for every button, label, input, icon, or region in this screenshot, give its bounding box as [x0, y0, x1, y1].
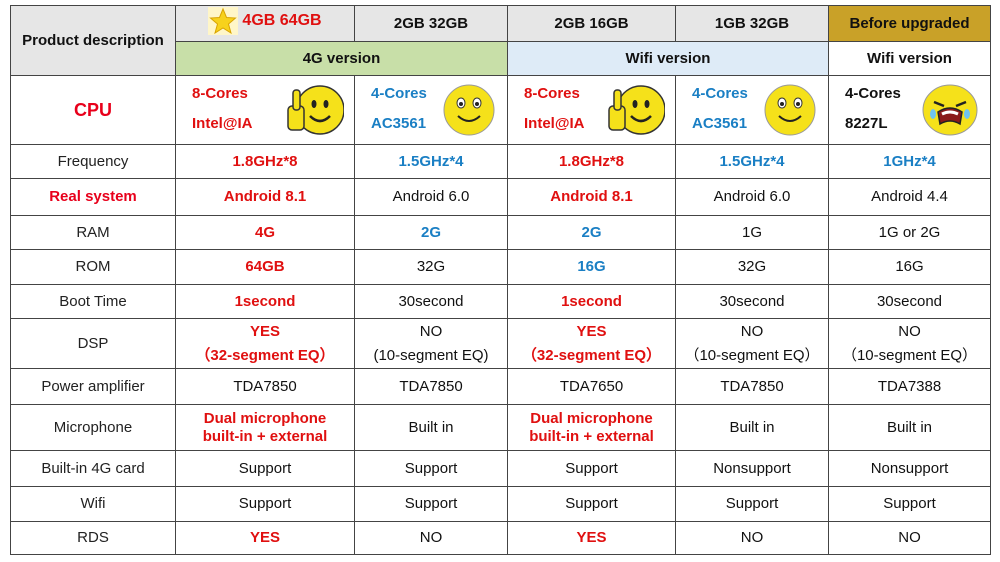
cell: Built in — [354, 404, 508, 451]
cell: Android 6.0 — [354, 178, 508, 216]
cell: 1.8GHz*8 — [175, 144, 355, 179]
cpu-model: AC3561 — [371, 115, 427, 132]
dsp-cell: YES （32-segment EQ） — [507, 318, 676, 369]
dsp-cell: NO （10-segment EQ） — [828, 318, 991, 369]
row-label-rom: ROM — [10, 249, 176, 285]
cell: 30second — [354, 284, 508, 319]
cell: Support — [675, 486, 829, 522]
cell: 1G — [675, 215, 829, 250]
cell: 32G — [354, 249, 508, 285]
smiley-icon — [764, 84, 816, 136]
cell: Support — [507, 486, 676, 522]
config-header-1gb-32gb: 1GB 32GB — [675, 5, 829, 42]
config-header-before-upgraded: Before upgraded — [828, 5, 991, 42]
row-label-real-system: Real system — [10, 178, 176, 216]
cell: Nonsupport — [828, 450, 991, 487]
row-label-microphone: Microphone — [10, 404, 176, 451]
comparison-table: Product description 4GB 64GB 2GB 32GB 2G… — [10, 5, 991, 555]
cell: TDA7650 — [507, 368, 676, 405]
cell: Built in — [675, 404, 829, 451]
cell: NO — [828, 521, 991, 555]
cell: TDA7388 — [828, 368, 991, 405]
cell: 4G — [175, 215, 355, 250]
mic-cell: Dual microphone built-in + external — [175, 404, 355, 451]
row-label-cpu: CPU — [10, 75, 176, 145]
cpu-cell-3: 8-Cores Intel@IA — [507, 75, 676, 145]
cell: NO — [675, 521, 829, 555]
thumbs-up-smiley-icon — [287, 85, 344, 135]
cell: 2G — [354, 215, 508, 250]
row-label-dsp: DSP — [10, 318, 176, 369]
crying-face-icon — [922, 84, 978, 136]
config-header-4gb-64gb: 4GB 64GB — [175, 5, 355, 42]
cell: Android 8.1 — [175, 178, 355, 216]
cell: 1GHz*4 — [828, 144, 991, 179]
cell: 30second — [828, 284, 991, 319]
cpu-cell-4: 4-Cores AC3561 — [675, 75, 829, 145]
cell: Android 6.0 — [675, 178, 829, 216]
version-wifi-old: Wifi version — [828, 41, 991, 76]
cell: 2G — [507, 215, 676, 250]
cell: 64GB — [175, 249, 355, 285]
row-label-wifi: Wifi — [10, 486, 176, 522]
cell: 1.5GHz*4 — [675, 144, 829, 179]
cell: YES — [175, 521, 355, 555]
dsp-cell: NO (10-segment EQ) — [354, 318, 508, 369]
thumbs-up-smiley-icon — [608, 85, 665, 135]
cpu-cores: 8-Cores — [192, 85, 248, 102]
cell: Support — [354, 486, 508, 522]
cell: 30second — [675, 284, 829, 319]
row-label-boot-time: Boot Time — [10, 284, 176, 319]
cell: Android 4.4 — [828, 178, 991, 216]
cell: TDA7850 — [175, 368, 355, 405]
cell: YES — [507, 521, 676, 555]
cpu-cores: 4-Cores — [845, 85, 901, 102]
cell: Nonsupport — [675, 450, 829, 487]
row-label-power-amplifier: Power amplifier — [10, 368, 176, 405]
row-label-4g-card: Built-in 4G card — [10, 450, 176, 487]
dsp-cell: NO （10-segment EQ） — [675, 318, 829, 369]
row-label-frequency: Frequency — [10, 144, 176, 179]
cell: Support — [175, 486, 355, 522]
cpu-model: AC3561 — [692, 115, 748, 132]
cell: Android 8.1 — [507, 178, 676, 216]
smiley-icon — [443, 84, 495, 136]
row-label-rds: RDS — [10, 521, 176, 555]
config-label: 4GB 64GB — [242, 12, 322, 29]
cpu-model: Intel@IA — [192, 115, 253, 132]
cell: Built in — [828, 404, 991, 451]
cell: 1.8GHz*8 — [507, 144, 676, 179]
cell: Support — [828, 486, 991, 522]
cpu-model: 8227L — [845, 115, 888, 132]
cpu-cores: 8-Cores — [524, 85, 580, 102]
cell: Support — [507, 450, 676, 487]
version-4g: 4G version — [175, 41, 508, 76]
cpu-cell-5: 4-Cores 8227L — [828, 75, 991, 145]
cell: 1.5GHz*4 — [354, 144, 508, 179]
cell: 1second — [175, 284, 355, 319]
config-header-2gb-16gb: 2GB 16GB — [507, 5, 676, 42]
star-icon — [208, 7, 239, 35]
mic-cell: Dual microphone built-in + external — [507, 404, 676, 451]
cell: TDA7850 — [354, 368, 508, 405]
config-header-2gb-32gb: 2GB 32GB — [354, 5, 508, 42]
version-wifi: Wifi version — [507, 41, 829, 76]
cpu-cell-1: 8-Cores Intel@IA — [175, 75, 355, 145]
cell: 16G — [507, 249, 676, 285]
cell: 1second — [507, 284, 676, 319]
dsp-cell: YES （32-segment EQ） — [175, 318, 355, 369]
cell: TDA7850 — [675, 368, 829, 405]
cell: 16G — [828, 249, 991, 285]
row-label-ram: RAM — [10, 215, 176, 250]
cell: 32G — [675, 249, 829, 285]
product-description-header: Product description — [10, 5, 176, 76]
cell: NO — [354, 521, 508, 555]
cell: Support — [354, 450, 508, 487]
cpu-cell-2: 4-Cores AC3561 — [354, 75, 508, 145]
cpu-cores: 4-Cores — [371, 85, 427, 102]
cell: Support — [175, 450, 355, 487]
cell: 1G or 2G — [828, 215, 991, 250]
cpu-model: Intel@IA — [524, 115, 585, 132]
cpu-cores: 4-Cores — [692, 85, 748, 102]
